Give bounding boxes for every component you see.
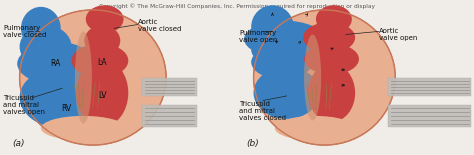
Text: RV: RV (62, 104, 72, 113)
Ellipse shape (41, 116, 126, 140)
FancyBboxPatch shape (143, 105, 197, 127)
Ellipse shape (24, 42, 91, 73)
Ellipse shape (76, 59, 128, 127)
Text: Pulmonary
valve closed: Pulmonary valve closed (3, 25, 46, 38)
FancyBboxPatch shape (388, 78, 471, 96)
Ellipse shape (19, 25, 72, 68)
Ellipse shape (275, 116, 355, 140)
Text: Pulmonary
valve open: Pulmonary valve open (239, 29, 278, 42)
Ellipse shape (251, 5, 294, 48)
Ellipse shape (84, 25, 120, 56)
Ellipse shape (254, 67, 319, 119)
Ellipse shape (304, 35, 321, 120)
Ellipse shape (303, 22, 355, 53)
Ellipse shape (19, 67, 105, 128)
Text: Copyright © The McGraw-Hill Companies, Inc. Permission required for reproduction: Copyright © The McGraw-Hill Companies, I… (99, 3, 375, 9)
Text: (a): (a) (12, 139, 25, 148)
Ellipse shape (86, 5, 124, 33)
Ellipse shape (75, 31, 92, 124)
Text: Tricuspid
and mitral
valves closed: Tricuspid and mitral valves closed (239, 101, 286, 121)
FancyBboxPatch shape (388, 105, 471, 127)
Text: (b): (b) (246, 139, 259, 148)
Ellipse shape (251, 45, 313, 79)
FancyBboxPatch shape (143, 78, 197, 96)
Text: LA: LA (98, 58, 107, 67)
Ellipse shape (308, 64, 355, 122)
Ellipse shape (304, 44, 359, 74)
Text: RA: RA (50, 59, 60, 68)
Ellipse shape (254, 10, 395, 145)
Ellipse shape (19, 10, 166, 145)
Ellipse shape (316, 5, 352, 33)
Text: Tricuspid
and mitral
valves open: Tricuspid and mitral valves open (3, 95, 45, 115)
Ellipse shape (244, 21, 324, 58)
Text: Aortic
valve closed: Aortic valve closed (138, 19, 181, 32)
Ellipse shape (17, 44, 88, 84)
Text: Aortic
valve open: Aortic valve open (379, 28, 417, 41)
Text: LV: LV (98, 91, 107, 100)
Ellipse shape (21, 7, 61, 50)
Ellipse shape (251, 35, 303, 65)
Ellipse shape (72, 44, 128, 78)
